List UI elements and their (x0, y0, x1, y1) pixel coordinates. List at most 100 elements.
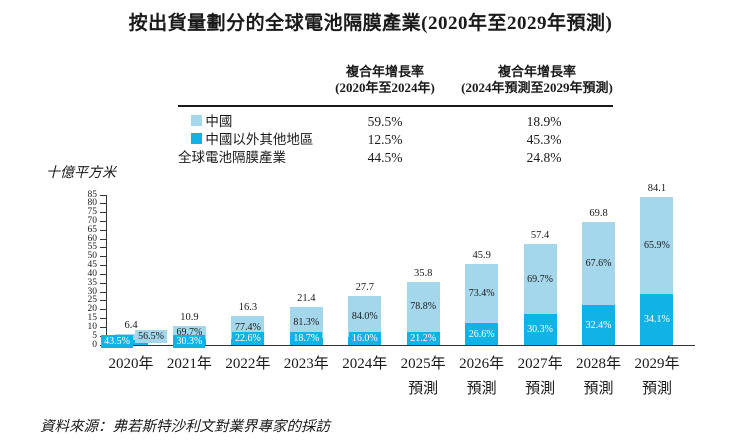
segment-label-china: 77.4% (231, 320, 264, 334)
y-tick-mark (100, 282, 106, 284)
segment-label-china: 73.4% (465, 287, 498, 301)
bar-total-label: 21.4 (297, 293, 316, 305)
source-note: 資料來源：弗若斯特沙利文對業界專家的採訪 (40, 419, 330, 435)
bar-total-label: 84.1 (647, 182, 667, 194)
segment-label-ex-china: 30.3% (173, 335, 206, 348)
y-tick-label: 20 (87, 304, 98, 315)
y-tick-label: 55 (87, 242, 98, 253)
legend-label-china: 中國 (205, 114, 233, 129)
y-tick-label: 0 (92, 339, 97, 350)
y-tick-label: 80 (87, 198, 98, 209)
y-tick-label: 60 (87, 233, 98, 244)
legend-label-ex-china: 中國以外其他地區 (205, 132, 314, 147)
cagr-value: 59.5% (367, 114, 403, 129)
cagr-header-2020-2024: 複合年增長率 (2020年至2024年) (285, 64, 485, 96)
bar-total-label: 6.4 (124, 319, 138, 331)
table-row-china: 中國 (191, 113, 232, 131)
y-tick-mark (100, 291, 106, 293)
y-tick-label: 75 (87, 207, 98, 218)
x-axis-label: 2027年 (517, 356, 563, 372)
cagr-header-line1: 複合年增長率 (345, 64, 424, 79)
segment-label-ex-china: 26.6% (465, 327, 498, 341)
segment-label-ex-china: 18.7% (290, 332, 323, 345)
x-axis-label: 2020年 (108, 356, 154, 372)
bar-total-label: 57.4 (530, 229, 550, 241)
x-axis-label: 2029年 (634, 356, 680, 372)
cagr-value: 12.5% (367, 132, 403, 147)
y-tick-mark (100, 318, 106, 320)
cagr-value: 18.9% (526, 114, 562, 129)
x-axis-label: 2022年 (225, 356, 271, 372)
x-axis-label: 2028年 (576, 356, 622, 372)
y-tick-label: 65 (87, 224, 98, 235)
bar-total-label: 10.9 (180, 311, 199, 323)
cagr-header-2024-2029: 複合年增長率 (2024年預測至2029年預測) (426, 64, 648, 96)
x-axis-label: 2024年 (342, 356, 388, 372)
cagr-value: 24.8% (526, 150, 562, 165)
y-tick-label: 30 (87, 286, 98, 297)
legend-swatch-china (191, 115, 202, 126)
y-tick-mark (100, 203, 106, 205)
bar-total-label: 45.9 (472, 250, 491, 261)
y-tick-mark (100, 229, 106, 231)
cagr-header-line2: (2020年至2024年) (335, 80, 435, 95)
y-axis-unit-label: 十億平方米 (46, 166, 116, 181)
y-tick-label: 85 (87, 189, 98, 200)
segment-label-ex-china: 22.6% (231, 332, 264, 345)
segment-label-ex-china: 30.3% (524, 323, 556, 337)
y-tick-mark (100, 273, 106, 275)
cagr-header-line2: (2024年預測至2029年預測) (461, 80, 613, 95)
plot-area: 0 5 10 15 20 25 30 35 40 45 50 55 60 65 70 75 80 85 43.5% 5… (0, 183, 741, 350)
segment-label-ex-china: 16.0% (348, 332, 381, 345)
bar-total-label: 35.8 (414, 267, 433, 279)
segment-label-china: 81.3% (290, 316, 323, 330)
y-tick-mark (100, 220, 106, 222)
segment-label-china: 69.7% (524, 272, 556, 286)
y-tick-mark (100, 309, 106, 311)
x-axis-sublabel: 預測 (641, 381, 672, 397)
table-divider (178, 105, 613, 107)
y-tick-mark (100, 247, 106, 249)
x-axis-line (106, 345, 695, 346)
segment-label-china: 78.8% (407, 300, 440, 314)
y-tick-label: 45 (87, 260, 98, 271)
y-tick-mark (100, 238, 106, 240)
bar-total-label: 27.7 (355, 282, 374, 294)
y-tick-label: 10 (87, 321, 98, 332)
y-tick-mark (100, 256, 106, 258)
x-axis-sublabel: 預測 (466, 381, 497, 397)
bar-total-label: 16.3 (238, 302, 258, 314)
x-axis-sublabel: 預測 (583, 381, 614, 397)
y-tick-label: 70 (87, 215, 98, 226)
x-axis-label: 2025年 (400, 356, 446, 372)
x-axis-label: 2026年 (459, 356, 505, 372)
segment-label-china: 65.9% (641, 239, 673, 252)
y-tick-mark (100, 194, 106, 196)
y-tick-mark (100, 326, 106, 328)
legend-swatch-ex-china (191, 133, 202, 144)
table-row-global-label: 全球電池隔膜產業 (178, 150, 286, 165)
chart-title: 按出貨量劃分的全球電池隔膜產業(2020年至2029年預測) (128, 13, 613, 34)
y-tick-mark (100, 300, 106, 302)
x-axis-sublabel: 預測 (525, 381, 556, 397)
y-tick-mark (100, 265, 106, 267)
segment-label-ex-china: 21.2% (407, 331, 440, 345)
table-row-ex-china: 中國以外其他地區 (191, 131, 313, 149)
y-tick-label: 15 (87, 313, 98, 324)
segment-label-ex-china: 43.5% (101, 335, 133, 348)
y-tick-mark (100, 212, 106, 214)
bar-total-label: 69.8 (589, 207, 608, 219)
x-axis-label: 2021年 (166, 356, 212, 372)
x-axis-label: 2023年 (283, 356, 329, 372)
segment-label-ex-china: 32.4% (582, 318, 615, 332)
segment-label-china: 56.5% (135, 330, 167, 344)
y-tick-label: 40 (87, 268, 98, 279)
segment-label-ex-china: 34.1% (641, 313, 673, 327)
y-tick-label: 35 (87, 277, 98, 288)
segment-label-china: 67.6% (582, 256, 615, 270)
x-axis-sublabel: 預測 (408, 381, 439, 397)
y-axis-line (106, 195, 107, 345)
y-tick-label: 25 (87, 295, 98, 306)
cagr-value: 45.3% (526, 132, 562, 147)
